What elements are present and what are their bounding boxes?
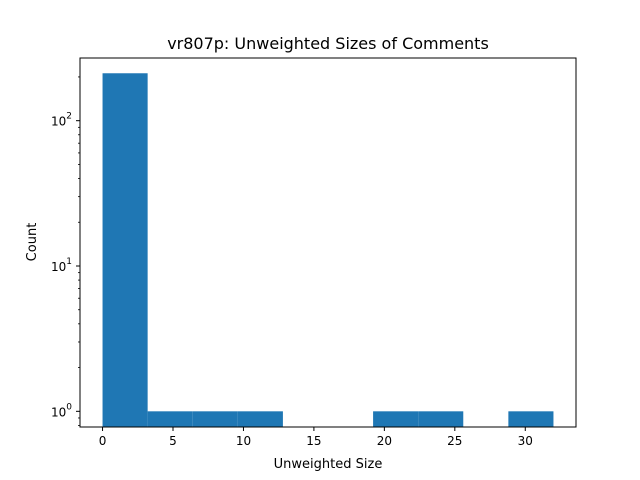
y-tick-base: 10: [51, 405, 66, 419]
bars-group: [102, 73, 554, 427]
x-tick-label: 0: [99, 434, 107, 448]
x-tick-label: 5: [169, 434, 177, 448]
axes-frame: [79, 57, 577, 428]
y-tick-exponent: 1: [66, 257, 72, 267]
x-tick-label: 30: [518, 434, 533, 448]
y-tick-label: 102: [51, 112, 72, 129]
y-tick-label: 101: [51, 257, 72, 274]
histogram-bar: [147, 411, 193, 427]
x-tick-label: 15: [306, 434, 321, 448]
histogram-bar: [418, 411, 464, 427]
y-tick-base: 10: [51, 260, 66, 274]
y-tick-exponent: 2: [66, 112, 72, 122]
histogram-bar: [373, 411, 419, 427]
x-axis-ticks: 0 5 10 15 20 25 30: [99, 427, 533, 448]
x-tick-label: 10: [236, 434, 251, 448]
y-tick-label: 100: [51, 402, 72, 419]
x-tick-label: 20: [377, 434, 392, 448]
histogram-bar: [237, 411, 283, 427]
histogram-bar: [192, 411, 238, 427]
histogram-bar: [508, 411, 554, 427]
x-axis-label: Unweighted Size: [274, 457, 383, 472]
y-axis-label: Count: [25, 223, 40, 262]
y-tick-base: 10: [51, 115, 66, 129]
chart-title: vr807p: Unweighted Sizes of Comments: [167, 34, 489, 53]
y-tick-exponent: 0: [66, 402, 72, 412]
histogram-bar: [102, 73, 148, 427]
x-tick-label: 25: [447, 434, 462, 448]
